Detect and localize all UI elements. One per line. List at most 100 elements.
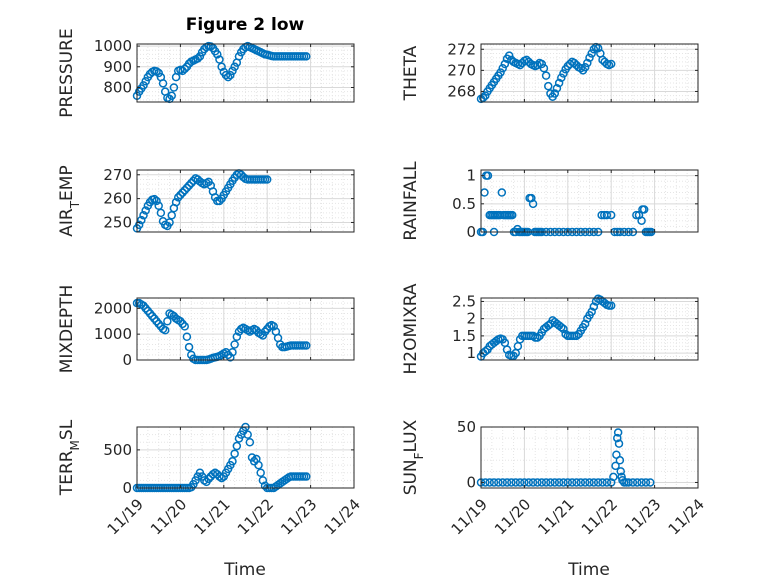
data-point xyxy=(217,62,226,72)
y-axis-label: RAINFALL xyxy=(401,161,421,241)
data-point xyxy=(539,64,549,73)
data-point xyxy=(478,93,488,103)
data-point xyxy=(550,478,560,487)
data-point xyxy=(598,478,607,487)
data-point xyxy=(230,62,239,72)
data-point xyxy=(498,64,507,73)
y-axis-label: H2OMIXRA xyxy=(401,283,421,374)
data-point xyxy=(537,478,547,487)
x-axis-label-left: Time xyxy=(223,560,266,580)
data-point xyxy=(502,345,512,354)
data-point xyxy=(245,438,255,447)
y-tick-label: 1 xyxy=(466,167,476,185)
subplot-mixdepth: 0 1000 2000 MIXDEPTH xyxy=(57,285,355,373)
figure-title: Figure 2 low xyxy=(186,15,305,35)
data-point xyxy=(180,186,189,195)
data-point xyxy=(554,478,564,487)
data-point xyxy=(515,60,525,70)
data-point xyxy=(152,196,161,206)
data-point xyxy=(176,190,185,200)
data-point xyxy=(597,210,606,220)
y-tick-label: 250 xyxy=(103,213,132,231)
data-point xyxy=(646,478,655,487)
data-point xyxy=(502,478,512,487)
data-point xyxy=(152,67,161,76)
data-point xyxy=(232,332,242,341)
data-point xyxy=(593,43,603,53)
data-point xyxy=(637,478,646,487)
data-point xyxy=(589,478,599,487)
y-tick-label: 500 xyxy=(103,441,132,459)
data-point xyxy=(602,478,612,487)
data-point xyxy=(628,478,638,487)
x-axis-label-right: Time xyxy=(567,560,610,580)
data-point xyxy=(576,64,586,73)
data-point xyxy=(537,59,547,69)
data-point xyxy=(496,68,505,77)
data-point xyxy=(632,478,642,487)
axes-box xyxy=(136,169,355,233)
data-point xyxy=(228,457,237,466)
data-point xyxy=(606,210,616,220)
data-point xyxy=(632,210,641,220)
data-point xyxy=(541,478,551,487)
data-point xyxy=(557,73,566,82)
data-series xyxy=(476,428,655,487)
data-point xyxy=(613,428,623,437)
y-tick-label: 2000 xyxy=(94,299,132,317)
data-point xyxy=(508,210,517,220)
data-point xyxy=(489,478,499,487)
data-point xyxy=(167,91,176,101)
y-tick-label: 1000 xyxy=(94,37,132,55)
data-point xyxy=(180,64,189,74)
data-point xyxy=(243,430,252,439)
data-point xyxy=(533,478,542,487)
y-tick-label: 1.5 xyxy=(452,327,476,345)
data-point xyxy=(587,49,596,58)
data-point xyxy=(221,70,231,80)
data-point xyxy=(215,55,224,64)
subplot-h2omixra: 11.522.5 H2OMIXRA xyxy=(401,283,699,375)
data-point xyxy=(481,347,490,356)
data-point xyxy=(639,205,649,214)
data-point xyxy=(193,54,203,63)
data-point xyxy=(606,59,616,69)
plot-area xyxy=(481,44,698,102)
y-tick-label: 0 xyxy=(466,223,476,241)
data-point xyxy=(173,193,183,202)
y-axis-label: SUNFLUX xyxy=(401,419,426,495)
data-point xyxy=(195,52,205,61)
data-point xyxy=(223,72,233,82)
data-point xyxy=(204,474,213,484)
data-point xyxy=(302,52,311,61)
data-point xyxy=(528,478,538,487)
data-point xyxy=(500,59,510,69)
data-point xyxy=(583,58,592,68)
data-point xyxy=(481,91,490,100)
y-tick-label: 260 xyxy=(103,190,132,208)
data-point xyxy=(641,478,651,487)
data-point xyxy=(559,324,568,334)
subplot-pressure: 800 900 1000 PRESSURE xyxy=(57,28,355,118)
data-point xyxy=(589,302,599,311)
y-tick-label: 270 xyxy=(103,166,132,184)
data-point xyxy=(180,322,189,331)
y-tick-label: 0 xyxy=(122,351,132,369)
data-point xyxy=(228,348,237,357)
data-point xyxy=(232,441,242,451)
data-point xyxy=(160,326,170,335)
data-point xyxy=(570,58,579,68)
data-point xyxy=(178,188,187,197)
y-axis-label: PRESSURE xyxy=(57,28,77,117)
data-point xyxy=(258,476,268,485)
data-point xyxy=(580,478,590,487)
data-point xyxy=(511,478,520,487)
data-point xyxy=(567,478,577,487)
data-series xyxy=(476,294,616,361)
data-point xyxy=(572,331,581,341)
data-point xyxy=(171,197,181,207)
data-point xyxy=(302,472,311,481)
data-point xyxy=(163,317,172,326)
data-point xyxy=(544,321,553,330)
data-point xyxy=(167,211,176,220)
